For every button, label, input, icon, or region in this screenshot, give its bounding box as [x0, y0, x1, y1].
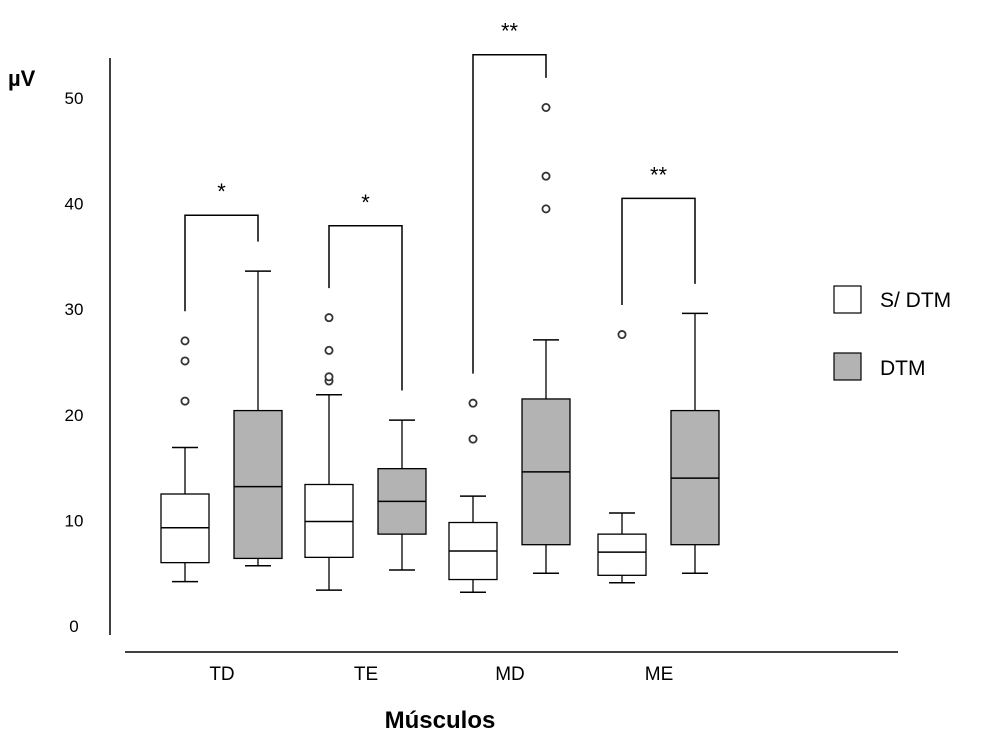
outlier-point: [324, 372, 334, 382]
y-tick-label: 40: [65, 195, 84, 214]
box-td-dtm: [233, 270, 283, 567]
axes: [109, 58, 898, 653]
box-me-s-dtm: [597, 330, 647, 584]
box-te-s-dtm: [304, 313, 354, 591]
y-tick-label: 20: [65, 406, 84, 425]
outlier-point: [180, 396, 190, 406]
box-md-s-dtm: [448, 398, 498, 593]
legend-label-s-dtm: S/ DTM: [880, 289, 951, 312]
bracket-me: **: [621, 162, 696, 305]
x-tick-label: TE: [354, 664, 378, 685]
x-tick-labels: TD TE MD ME: [209, 664, 673, 685]
box-iqr: [233, 409, 283, 560]
outlier-point: [180, 356, 190, 366]
legend-label-dtm: DTM: [880, 357, 926, 380]
outlier-point: [541, 204, 551, 214]
y-axis-label: µV: [8, 66, 36, 91]
y-tick-label: 30: [65, 300, 84, 319]
significance-label: *: [217, 179, 226, 204]
legend-swatch-s-dtm: [833, 285, 862, 314]
bracket-te: *: [328, 190, 403, 391]
bracket-line: [472, 53, 547, 374]
x-tick-label: TD: [209, 664, 234, 685]
x-axis-label: Músculos: [385, 707, 496, 734]
outlier-point: [324, 345, 334, 355]
y-tick-label: 0: [69, 617, 78, 636]
box-te-dtm: [377, 419, 427, 571]
significance-label: *: [361, 190, 370, 215]
bracket-td: *: [184, 179, 259, 312]
box-td-s-dtm: [160, 336, 210, 583]
significance-brackets: * *****: [184, 19, 696, 391]
outlier-point: [180, 336, 190, 346]
bracket-line: [328, 225, 403, 391]
outlier-point: [541, 171, 551, 181]
bracket-line: [184, 214, 259, 312]
box-me-dtm: [670, 312, 720, 574]
bracket-md: **: [472, 19, 547, 374]
outlier-point: [468, 434, 478, 444]
y-tick-label: 10: [65, 511, 84, 530]
significance-label: **: [501, 19, 519, 44]
significance-label: **: [650, 162, 668, 187]
y-tick-labels: 0 10 20 30 40 50: [65, 89, 84, 636]
outlier-point: [541, 103, 551, 113]
outlier-point: [468, 398, 478, 408]
box-md-dtm: [521, 103, 571, 574]
x-tick-label: MD: [495, 664, 525, 685]
outlier-point: [617, 330, 627, 340]
legend-swatch-dtm: [833, 352, 862, 381]
y-tick-label: 50: [65, 89, 84, 108]
bracket-line: [621, 197, 696, 305]
x-tick-label: ME: [645, 664, 674, 685]
outlier-point: [324, 313, 334, 323]
legend: S/ DTM DTM: [833, 285, 951, 381]
boxes: [160, 103, 720, 593]
box-iqr: [597, 533, 647, 576]
